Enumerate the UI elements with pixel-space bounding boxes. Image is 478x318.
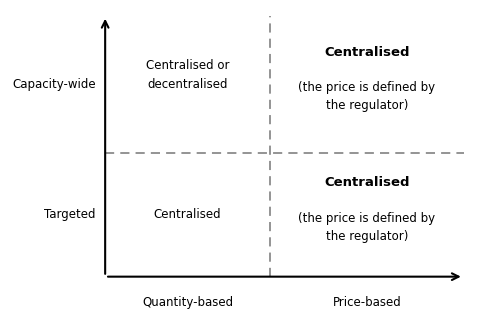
Text: Price-based: Price-based: [333, 296, 401, 309]
Text: Targeted: Targeted: [44, 208, 96, 221]
Text: Centralised or
decentralised: Centralised or decentralised: [146, 59, 229, 91]
Text: Centralised: Centralised: [324, 176, 410, 189]
Text: (the price is defined by
the regulator): (the price is defined by the regulator): [298, 81, 435, 113]
Text: Centralised: Centralised: [154, 208, 221, 221]
Text: Quantity-based: Quantity-based: [142, 296, 233, 309]
Text: Centralised: Centralised: [324, 46, 410, 59]
Text: Capacity-wide: Capacity-wide: [12, 78, 96, 91]
Text: (the price is defined by
the regulator): (the price is defined by the regulator): [298, 212, 435, 243]
